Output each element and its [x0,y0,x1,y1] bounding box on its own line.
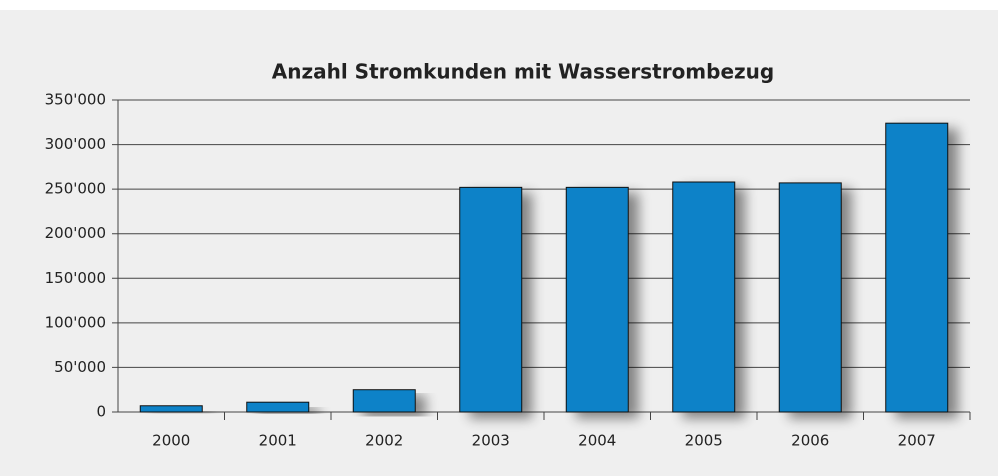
bar [352,389,416,413]
bar [139,405,203,413]
bar [459,186,523,413]
y-tick-label: 200'000 [45,224,106,242]
y-tick-label: 150'000 [45,269,106,287]
y-tick-label: 250'000 [45,180,106,198]
y-tick-label: 0 [96,403,106,421]
x-tick-label: 2000 [152,432,190,450]
x-tick-label: 2003 [472,432,510,450]
y-tick-label: 100'000 [45,313,106,331]
bar [885,122,949,413]
chart-title: Anzahl Stromkunden mit Wasserstrombezug [272,60,774,84]
x-tick-label: 2001 [259,432,297,450]
bar [246,401,310,413]
x-tick-label: 2007 [898,432,936,450]
bar [672,181,736,413]
x-tick-label: 2002 [365,432,403,450]
bar [778,182,842,413]
y-tick-label: 50'000 [54,358,106,376]
y-tick-label: 350'000 [45,91,106,109]
bar [565,186,629,413]
x-tick-label: 2006 [791,432,829,450]
y-tick-label: 300'000 [45,135,106,153]
x-tick-label: 2005 [685,432,723,450]
x-tick-label: 2004 [578,432,616,450]
